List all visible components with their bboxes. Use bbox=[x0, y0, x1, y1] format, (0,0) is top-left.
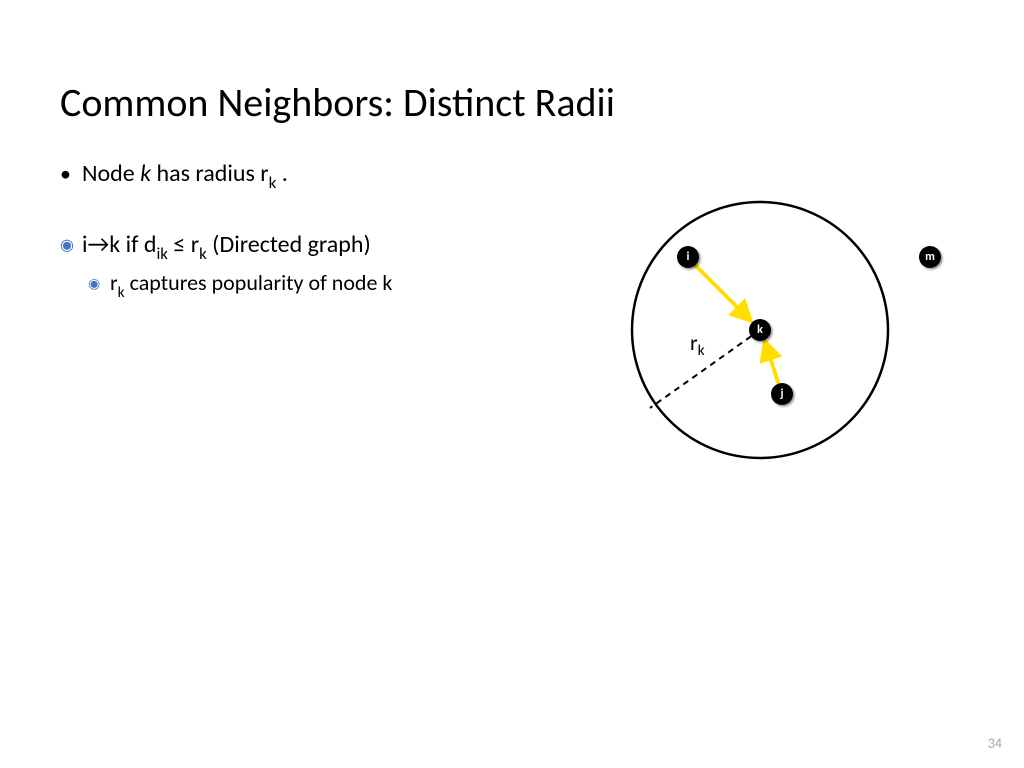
bullet-1: • Node k has radius rk . bbox=[60, 158, 580, 193]
bullet-list: • Node k has radius rk . ◉ i→k if dik ≤ … bbox=[60, 158, 580, 302]
text-fragment: k if d bbox=[109, 230, 156, 259]
text-fragment: Node bbox=[82, 159, 140, 188]
page-number: 34 bbox=[988, 735, 1002, 752]
bullet-1-text: Node k has radius rk . bbox=[82, 158, 288, 193]
svg-text:k: k bbox=[757, 323, 763, 337]
graph-diagram: rk i k j m bbox=[590, 190, 970, 490]
text-fragment: . bbox=[276, 159, 287, 188]
circle-bullet-icon: ◉ bbox=[60, 236, 82, 257]
bullet-dot-icon: • bbox=[60, 160, 82, 189]
subscript: ik bbox=[156, 243, 167, 264]
subscript: k bbox=[118, 283, 125, 302]
subscript: k bbox=[269, 172, 277, 193]
text-fragment: has radius r bbox=[151, 159, 269, 188]
slide-title: Common Neighbors: Distinct Radii bbox=[60, 78, 615, 127]
bullet-3: ◉ rk captures popularity of node k bbox=[60, 269, 580, 301]
bullet-2: ◉ i→k if dik ≤ rk (Directed graph) bbox=[60, 229, 580, 264]
text-fragment: ≤ r bbox=[168, 230, 199, 259]
text-fragment: (Directed graph) bbox=[207, 230, 371, 259]
circle-bullet-icon: ◉ bbox=[88, 275, 110, 293]
subscript: k bbox=[199, 243, 207, 264]
slide: Common Neighbors: Distinct Radii • Node … bbox=[0, 0, 1024, 768]
svg-text:m: m bbox=[925, 250, 935, 264]
svg-text:rk: rk bbox=[690, 329, 705, 360]
bullet-3-text: rk captures popularity of node k bbox=[110, 269, 392, 301]
bullet-2-text: i→k if dik ≤ rk (Directed graph) bbox=[82, 229, 371, 264]
diagram-svg: rk i k j m bbox=[590, 190, 970, 490]
svg-text:j: j bbox=[779, 387, 783, 401]
text-fragment: k bbox=[140, 159, 151, 188]
text-fragment: captures popularity of node k bbox=[125, 269, 393, 296]
arrow-glyph: → bbox=[88, 230, 110, 259]
text-fragment: r bbox=[110, 269, 118, 296]
svg-text:i: i bbox=[687, 250, 690, 264]
